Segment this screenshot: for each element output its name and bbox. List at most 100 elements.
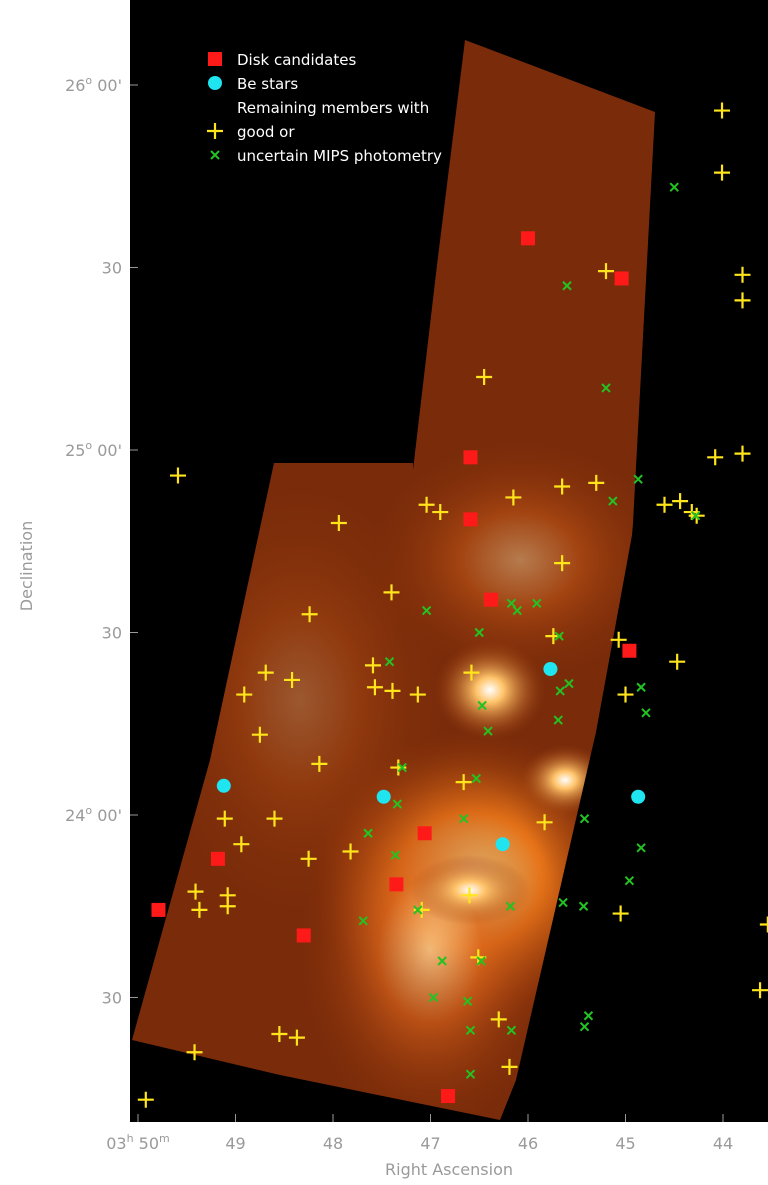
- member-good-point: [461, 887, 478, 904]
- member-good-point: [617, 686, 634, 703]
- member-good-point: [418, 496, 435, 513]
- member-uncertain-point: [384, 656, 395, 667]
- axis-ticks: [130, 84, 724, 1122]
- member-good-point: [656, 496, 673, 513]
- y-tick-labels: 26o 00' 30 25o 00' 30 24o 00' 30: [65, 74, 122, 1008]
- x-axis-label: Right Ascension: [385, 1160, 513, 1179]
- member-good-point: [251, 726, 268, 743]
- member-uncertain-point: [601, 383, 611, 393]
- disk-candidate-point: [483, 592, 498, 607]
- member-good-point: [216, 810, 233, 827]
- y-tick-label: 24o 00': [65, 804, 122, 825]
- member-good-point: [186, 1044, 203, 1061]
- member-uncertain-point: [458, 813, 469, 824]
- be-star-point: [631, 789, 646, 804]
- member-good-point: [236, 686, 253, 703]
- member-uncertain-point: [392, 799, 403, 809]
- y-tick-label: 30: [102, 259, 122, 278]
- member-uncertain-point: [483, 726, 493, 736]
- be-star-point: [543, 662, 558, 676]
- member-uncertain-point: [578, 901, 589, 911]
- member-uncertain-point: [477, 700, 487, 711]
- member-uncertain-point: [555, 686, 565, 696]
- member-good-point: [672, 493, 689, 510]
- member-good-point: [342, 843, 359, 860]
- disk-candidate-point: [441, 1089, 456, 1104]
- member-uncertain-point: [471, 773, 482, 784]
- member-uncertain-point: [397, 762, 407, 773]
- member-good-point: [219, 898, 236, 915]
- member-good-point: [311, 755, 328, 772]
- member-uncertain-point: [633, 474, 643, 484]
- legend-marker: [208, 52, 222, 66]
- member-good-point: [505, 489, 522, 506]
- member-uncertain-point: [636, 843, 646, 853]
- member-uncertain-point: [532, 598, 542, 609]
- member-good-point: [588, 474, 605, 491]
- member-good-point: [463, 664, 480, 681]
- member-uncertain-point: [608, 496, 618, 506]
- x-tick-labels: 03h 50m49484746454443: [106, 1132, 733, 1153]
- disk-candidate-point: [389, 877, 404, 892]
- member-good-point: [714, 164, 731, 181]
- member-good-point: [455, 774, 472, 791]
- be-star-point: [376, 789, 391, 804]
- member-uncertain-point: [437, 956, 447, 966]
- y-tick-label: 30: [102, 624, 122, 643]
- disk-candidate-point: [417, 826, 432, 841]
- member-good-point: [413, 901, 430, 918]
- member-good-point: [266, 810, 283, 827]
- member-uncertain-point: [506, 1025, 517, 1036]
- member-uncertain-point: [363, 828, 373, 838]
- member-uncertain-point: [564, 678, 574, 689]
- mips-mosaic-image: [132, 40, 655, 1120]
- y-tick-label: 26o 00': [65, 74, 122, 95]
- be-star-point: [216, 778, 231, 793]
- member-uncertain-point: [562, 281, 572, 291]
- member-good-point: [734, 266, 751, 283]
- member-uncertain-point: [554, 631, 564, 641]
- member-good-point: [301, 606, 318, 623]
- member-uncertain-point: [358, 916, 368, 926]
- member-good-point: [707, 449, 724, 466]
- disk-candidate-point: [463, 450, 478, 465]
- member-good-point: [554, 478, 571, 495]
- member-uncertain-point: [579, 1021, 590, 1032]
- y-axis-label: Declination: [17, 521, 36, 611]
- member-good-point: [257, 664, 274, 681]
- nebula-north: [370, 440, 655, 680]
- member-good-point: [612, 905, 629, 922]
- member-good-point: [330, 515, 347, 531]
- member-uncertain-point: [558, 897, 568, 908]
- member-uncertain-point: [506, 598, 517, 609]
- disk-candidate-point: [296, 928, 311, 943]
- member-good-point: [233, 836, 250, 853]
- x-tick-label: 47: [420, 1134, 440, 1153]
- x-tick-label: 03h 50m: [106, 1132, 170, 1153]
- disk-candidate-point: [151, 902, 166, 917]
- member-good-point: [714, 102, 731, 119]
- member-uncertain-point: [579, 813, 590, 824]
- disk-candidate-point: [521, 231, 535, 246]
- member-good-point: [383, 584, 400, 601]
- member-good-point: [409, 686, 426, 703]
- member-uncertain-point: [476, 956, 486, 966]
- member-good-point: [536, 814, 553, 831]
- member-good-point: [554, 555, 571, 572]
- x-tick-label: 45: [615, 1134, 635, 1153]
- member-good-point: [191, 901, 208, 918]
- member-good-point: [187, 883, 204, 900]
- legend-marker: [207, 123, 223, 139]
- legend-marker: [210, 150, 220, 160]
- legend-label: uncertain MIPS photometry: [237, 147, 442, 165]
- member-uncertain-point: [413, 905, 423, 915]
- member-uncertain-point: [636, 682, 646, 692]
- member-good-point: [476, 369, 493, 385]
- member-good-point: [169, 467, 186, 484]
- member-good-point: [490, 1011, 507, 1028]
- member-uncertain-point: [690, 510, 701, 521]
- member-good-point: [271, 1026, 288, 1042]
- member-uncertain-point: [624, 875, 635, 886]
- y-tick-label: 30: [102, 989, 122, 1008]
